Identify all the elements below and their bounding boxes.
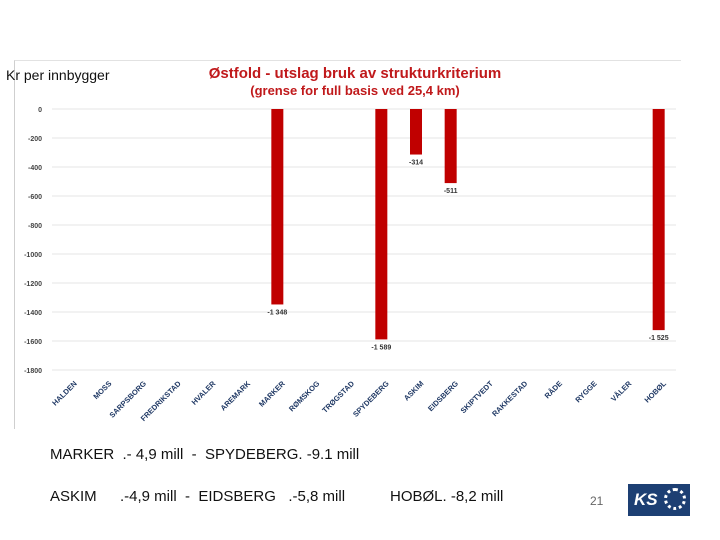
y-tick-label: -1400 bbox=[24, 310, 42, 317]
bar bbox=[410, 109, 422, 155]
bar bbox=[375, 109, 388, 340]
ks-logo-ring-icon bbox=[664, 488, 686, 510]
y-tick-label: -800 bbox=[28, 223, 42, 230]
x-tick-label: MARKER bbox=[257, 379, 287, 409]
note-eidsberg: .-4,9 mill - EIDSBERG .-5,8 mill bbox=[120, 488, 346, 505]
x-tick-label: TRØGSTAD bbox=[320, 379, 356, 415]
y-tick-label: -1600 bbox=[24, 339, 42, 346]
data-label: -1 525 bbox=[649, 335, 669, 342]
bar bbox=[271, 109, 284, 305]
x-tick-label: RÅDE bbox=[543, 379, 564, 400]
x-tick-label: SPYDEBERG bbox=[351, 379, 391, 419]
note-askim: ASKIM bbox=[50, 488, 97, 505]
y-tick-label: -200 bbox=[28, 136, 42, 143]
x-tick-label: HVALER bbox=[190, 379, 218, 407]
bar bbox=[444, 109, 457, 184]
data-label: -1 348 bbox=[267, 309, 287, 316]
x-tick-label: MOSS bbox=[91, 379, 113, 401]
x-tick-label: RAKKESTAD bbox=[490, 379, 530, 419]
chart-frame bbox=[14, 60, 681, 429]
chart-title: Østfold - utslag bruk av strukturkriteri… bbox=[208, 65, 502, 82]
logo-text: KS bbox=[634, 490, 658, 509]
x-tick-label: RYGGE bbox=[573, 379, 598, 404]
note-line-1: MARKER .- 4,9 mill - SPYDEBERG. -9.1 mil… bbox=[50, 446, 360, 463]
x-tick-label: VÅLER bbox=[609, 379, 634, 404]
x-tick-label: AREMARK bbox=[219, 379, 253, 413]
y-axis-label: Kr per innbygger bbox=[6, 67, 110, 83]
y-tick-label: -1000 bbox=[24, 252, 42, 259]
data-label: -511 bbox=[444, 188, 458, 195]
x-tick-label: EIDSBERG bbox=[426, 379, 460, 413]
x-tick-label: HALDEN bbox=[50, 379, 78, 407]
page-number: 21 bbox=[590, 494, 604, 508]
y-tick-label: -400 bbox=[28, 165, 42, 172]
y-tick-label: -600 bbox=[28, 194, 42, 201]
x-tick-label: SKIPTVEDT bbox=[459, 379, 495, 415]
bar bbox=[652, 109, 665, 331]
y-tick-label: -1200 bbox=[24, 281, 42, 288]
x-tick-label: RØMSKOG bbox=[287, 379, 321, 413]
chart-subtitle: (grense for full basis ved 25,4 km) bbox=[250, 83, 460, 98]
x-tick-label: HOBØL bbox=[643, 379, 669, 405]
note-hobol: HOBØL. -8,2 mill bbox=[390, 488, 504, 505]
y-tick-label: 0 bbox=[38, 107, 42, 114]
y-tick-label: -1800 bbox=[24, 368, 42, 375]
x-tick-label: ASKIM bbox=[402, 379, 425, 402]
data-label: -314 bbox=[409, 160, 423, 167]
data-label: -1 589 bbox=[371, 344, 391, 351]
